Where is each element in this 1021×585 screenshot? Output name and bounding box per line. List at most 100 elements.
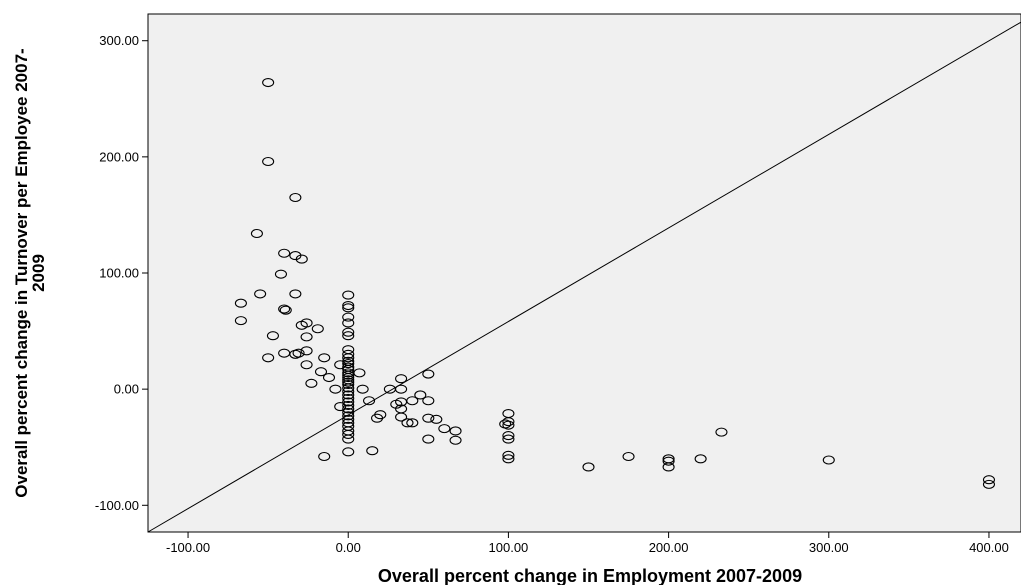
data-point (622, 451, 635, 462)
y-axis-title-line-2: 2009 (29, 254, 48, 292)
data-point (694, 454, 707, 464)
data-point (342, 303, 355, 313)
data-point (502, 417, 515, 427)
data-point (363, 396, 376, 406)
data-point (422, 396, 435, 406)
data-point (342, 383, 355, 393)
x-tick-label: -100.00 (166, 540, 210, 555)
data-point (250, 228, 263, 239)
data-point (438, 424, 451, 434)
data-point (342, 327, 355, 337)
data-point (366, 446, 379, 456)
data-point (289, 192, 302, 203)
data-point (342, 407, 355, 417)
data-point (342, 318, 355, 328)
x-tick-label: 100.00 (489, 540, 529, 555)
data-point (499, 419, 512, 429)
data-point (342, 390, 355, 400)
data-point (342, 404, 355, 414)
data-point (314, 367, 328, 377)
data-point (342, 377, 355, 387)
x-tick-label: 300.00 (809, 540, 849, 555)
data-point (318, 353, 331, 363)
data-point (342, 414, 355, 424)
data-point (342, 359, 355, 369)
x-axis-title: Overall percent change in Employment 200… (378, 566, 802, 585)
data-point (401, 418, 414, 428)
data-point (334, 402, 347, 412)
data-point (342, 429, 355, 439)
data-point (582, 462, 595, 472)
data-point (342, 312, 355, 322)
data-point (342, 353, 355, 363)
data-point (342, 331, 355, 341)
data-point (262, 156, 275, 167)
data-point (274, 269, 288, 279)
y-tick-label: -100.00 (95, 498, 139, 513)
data-point (662, 456, 675, 466)
data-point (414, 390, 427, 400)
data-point (289, 289, 302, 299)
y-axis-title: Overall percent change in Turnover per E… (12, 48, 48, 497)
data-point (234, 298, 247, 308)
data-point (311, 324, 324, 334)
y-tick-label: 0.00 (114, 382, 139, 397)
data-point (318, 451, 331, 462)
y-axis-title-line-1: Overall percent change in Turnover per E… (12, 48, 31, 497)
data-point (662, 462, 675, 472)
data-point (234, 316, 247, 326)
data-point (449, 426, 462, 436)
y-tick-label: 100.00 (99, 266, 139, 281)
data-point (342, 411, 355, 421)
data-point (502, 450, 515, 460)
data-point (342, 370, 355, 380)
data-point (262, 353, 275, 363)
data-point (715, 427, 728, 437)
x-tick-label: 400.00 (969, 540, 1009, 555)
data-point (329, 384, 342, 394)
y-tick-label: 300.00 (99, 33, 139, 48)
x-tick-label: 200.00 (649, 540, 689, 555)
data-point (300, 346, 313, 356)
data-point (982, 479, 996, 489)
data-point (289, 349, 302, 359)
data-point (342, 349, 355, 359)
data-point (342, 379, 355, 390)
data-point (422, 413, 435, 423)
reference-line-group (147, 21, 1021, 533)
data-point (422, 369, 435, 379)
data-point (342, 447, 355, 457)
data-point (502, 454, 515, 464)
data-point (422, 434, 435, 444)
data-point (266, 331, 279, 341)
data-point (305, 378, 318, 388)
data-point (342, 290, 355, 300)
data-point (279, 305, 292, 315)
data-point (356, 384, 369, 394)
data-point (430, 414, 443, 424)
data-point (449, 435, 462, 445)
data-point (278, 248, 291, 258)
data-point (395, 384, 408, 394)
data-point (822, 455, 835, 465)
plot-area (147, 13, 1021, 533)
data-point (254, 289, 267, 299)
data-point (300, 332, 313, 342)
data-point (342, 300, 355, 311)
data-point (502, 434, 515, 444)
data-point (300, 360, 313, 370)
data-point (342, 372, 355, 383)
data-point (342, 386, 355, 397)
data-point (342, 434, 355, 444)
data-point (322, 372, 336, 383)
data-point (374, 410, 387, 420)
data-point (982, 475, 996, 485)
data-point (262, 77, 275, 88)
data-point (342, 400, 355, 410)
data-point (342, 397, 355, 407)
x-tick-label: 0.00 (336, 540, 361, 555)
data-point (342, 393, 355, 403)
data-points (234, 77, 996, 489)
data-point (502, 431, 515, 441)
